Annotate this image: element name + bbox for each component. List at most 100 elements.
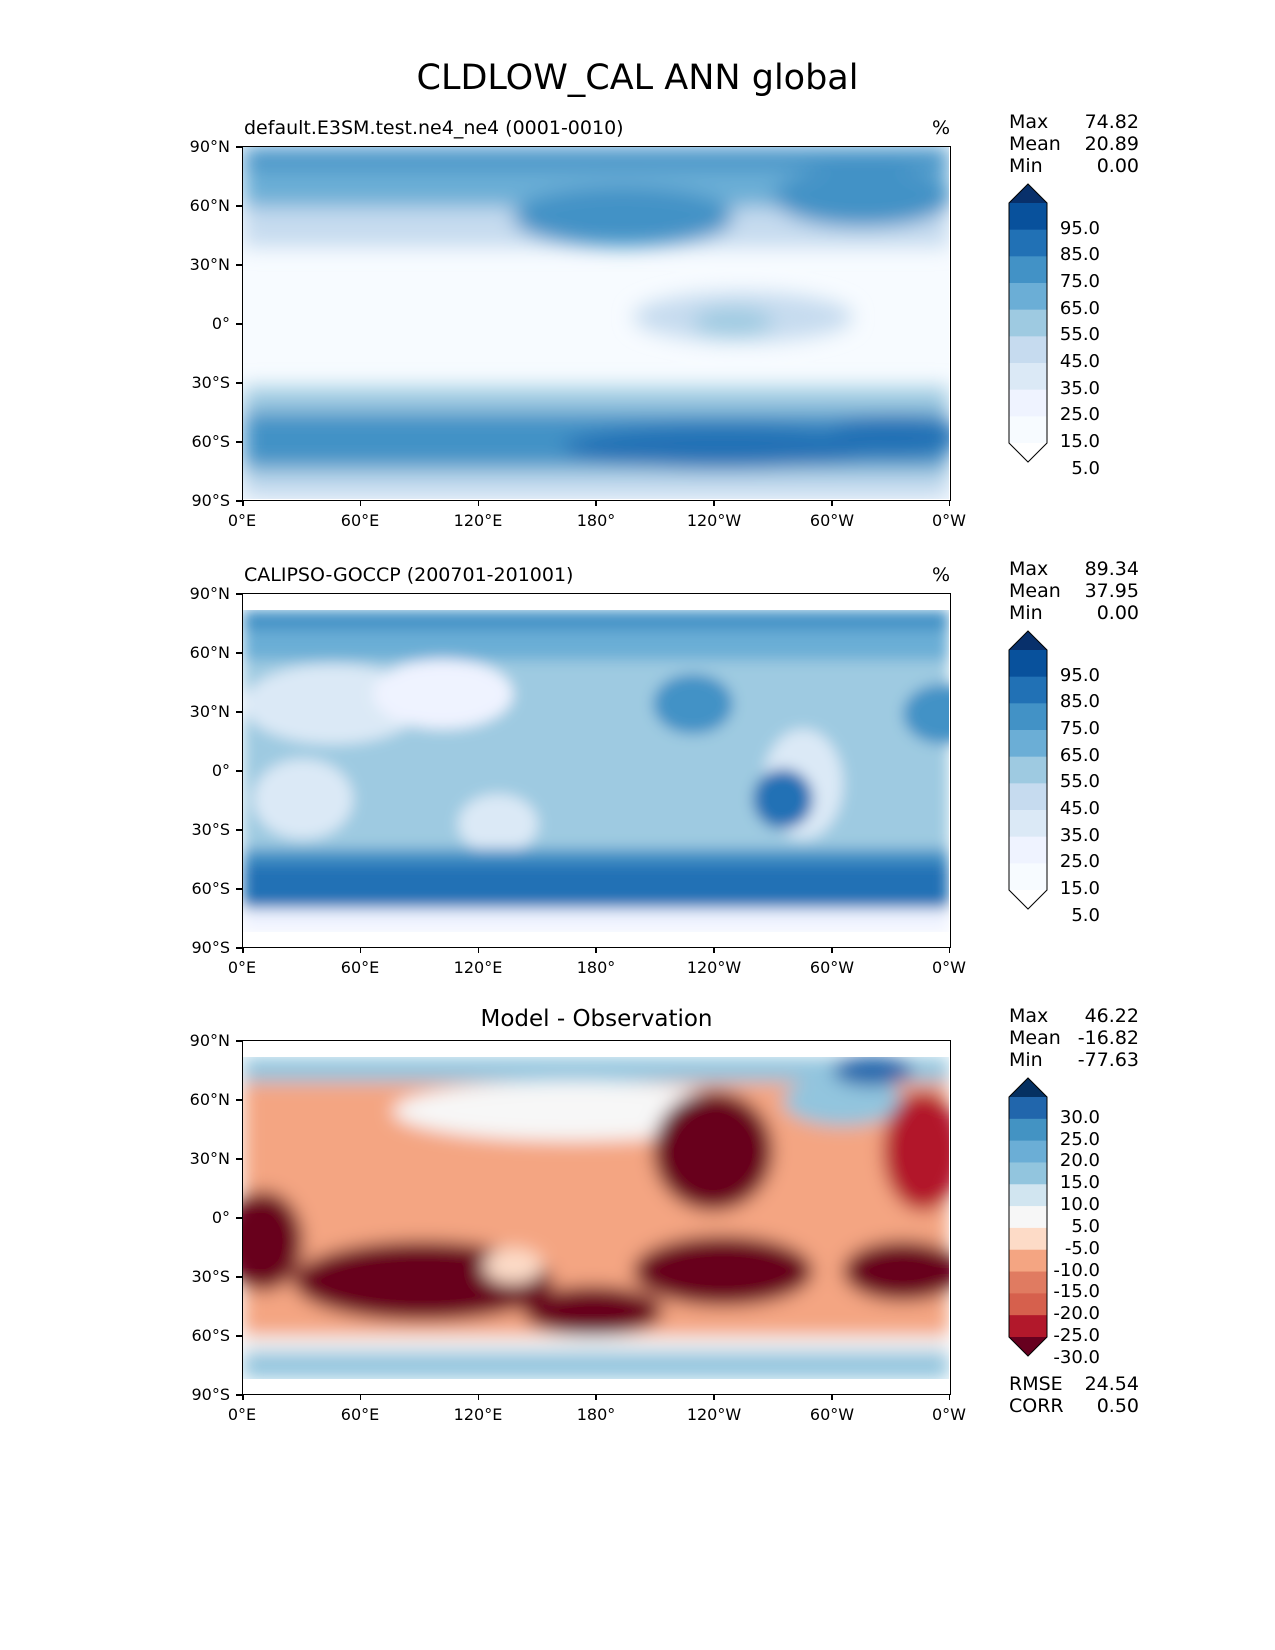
lon-label: 60°W [809,511,855,530]
corr-label: CORR [1009,1395,1064,1417]
lon-label: 0°W [932,1405,966,1424]
lat-tick [236,947,242,949]
colorbar-segment [1009,1271,1047,1294]
colorbar-tick-label: 5.0 [1071,457,1100,479]
lon-tick [242,500,244,506]
rmse-label: RMSE [1009,1373,1063,1395]
lat-tick [236,264,242,266]
lat-tick [236,888,242,890]
colorbar-tick-label: -20.0 [1053,1303,1100,1325]
lat-tick [236,382,242,384]
panel-3-error-stats: RMSE 24.54 CORR 0.50 [1009,1373,1139,1417]
lon-label: 180° [576,958,616,977]
panel-1-stats: Max 74.82 Mean 20.89 Min 0.00 [1009,111,1139,177]
colorbar-segment [1009,1140,1047,1163]
colorbar-tick-label: 85.0 [1059,691,1100,713]
panel-2-stats: Max 89.34 Mean 37.95 Min 0.00 [1009,558,1139,624]
colorbar-segment [1009,703,1047,731]
colorbar-segment [1009,336,1047,364]
max-value: 46.22 [1084,1005,1139,1027]
colorbar-segment [1009,256,1047,284]
lat-label: 30°S [191,1267,230,1286]
lon-tick [242,1394,244,1400]
lon-tick [477,947,480,953]
colorbar-tick-label: 10.0 [1059,1194,1100,1216]
lat-label: 60°S [191,1326,230,1345]
colorbar-extend-bottom [1009,443,1047,462]
colorbar-segment [1009,650,1047,678]
lat-tick [236,1276,242,1278]
mean-label: Mean [1009,580,1061,602]
lat-label: 90°N [189,584,230,603]
colorbar-tick-label: 45.0 [1059,351,1100,372]
mean-value: 37.95 [1084,580,1139,602]
rmse-value: 24.54 [1084,1373,1139,1395]
lat-label: 90°S [191,938,230,957]
max-value: 74.82 [1084,111,1139,133]
mean-value: 20.89 [1084,133,1139,155]
colorbar-segment [1009,389,1047,417]
colorbar-tick-label: 75.0 [1059,271,1100,292]
lat-label: 0° [211,761,230,780]
colorbar-segment [1009,309,1047,337]
corr-value: 0.50 [1096,1395,1139,1417]
lon-tick [242,947,244,953]
lon-tick [359,947,362,953]
colorbar-extend-top [1009,1078,1047,1097]
min-value: 0.00 [1096,602,1139,624]
lon-tick [595,500,597,506]
max-label: Max [1009,558,1049,580]
lat-label: 0° [211,1208,230,1227]
panel-3-title: Model - Observation [480,1006,713,1032]
lat-tick [236,1040,242,1042]
colorbar-segment [1009,229,1047,257]
colorbar-tick-label: 20.0 [1059,1150,1100,1172]
lat-label: 30°N [189,1149,230,1168]
lat-label: 90°S [191,491,230,510]
colorbar-extend-top [1009,631,1047,650]
colorbar-tick-label: 65.0 [1059,297,1100,319]
colorbar-segment [1009,1227,1047,1251]
colorbar-segment [1009,363,1047,391]
lat-tick [236,500,242,502]
colorbar-tick-label: 85.0 [1059,244,1100,266]
colorbar-extend-bottom [1009,890,1047,909]
colorbar-segment [1009,1315,1047,1338]
colorbar-tick-label: 15.0 [1059,878,1100,899]
mean-label: Mean [1009,1027,1061,1049]
lon-tick [477,1394,480,1400]
lat-tick [236,146,242,148]
lat-tick [236,441,242,443]
colorbar-segment [1009,283,1047,311]
colorbar-tick-label: -25.0 [1053,1325,1100,1346]
panel-2-title: CALIPSO-GOCCP (200701-201001) [244,564,574,586]
lat-label: 30°N [189,702,230,721]
colorbar-segment [1009,783,1047,811]
colorbar-segment [1009,1184,1047,1207]
lon-tick [477,500,480,506]
min-value: -77.63 [1077,1049,1139,1071]
panel-2-map [242,593,951,948]
colorbar-tick-label: 5.0 [1071,1215,1100,1237]
colorbar-tick-label: 75.0 [1059,718,1100,739]
colorbar-tick-label: 15.0 [1059,431,1100,452]
colorbar-tick-label: 15.0 [1059,1172,1100,1194]
colorbar-tick-label: -10.0 [1053,1259,1100,1281]
colorbar-tick-label: 5.0 [1071,904,1100,926]
colorbar-tick-label: -15.0 [1053,1281,1100,1303]
lat-label: 60°S [191,432,230,451]
colorbar-tick-label: 65.0 [1059,744,1100,766]
colorbar-segment [1009,1162,1047,1185]
lat-label: 60°N [189,1090,230,1109]
lat-tick [236,770,242,772]
lat-tick [236,1099,242,1101]
panel-3-map [242,1040,951,1395]
colorbar-segment [1009,1249,1047,1273]
lon-label: 0°W [932,511,966,530]
lon-label: 60°E [340,1405,380,1424]
lon-tick [595,947,597,953]
colorbar-extend-bottom [1009,1337,1047,1356]
colorbar-tick-label: 95.0 [1059,664,1100,686]
panel-3-colorbar [1008,1077,1048,1357]
colorbar-segment [1009,730,1047,758]
